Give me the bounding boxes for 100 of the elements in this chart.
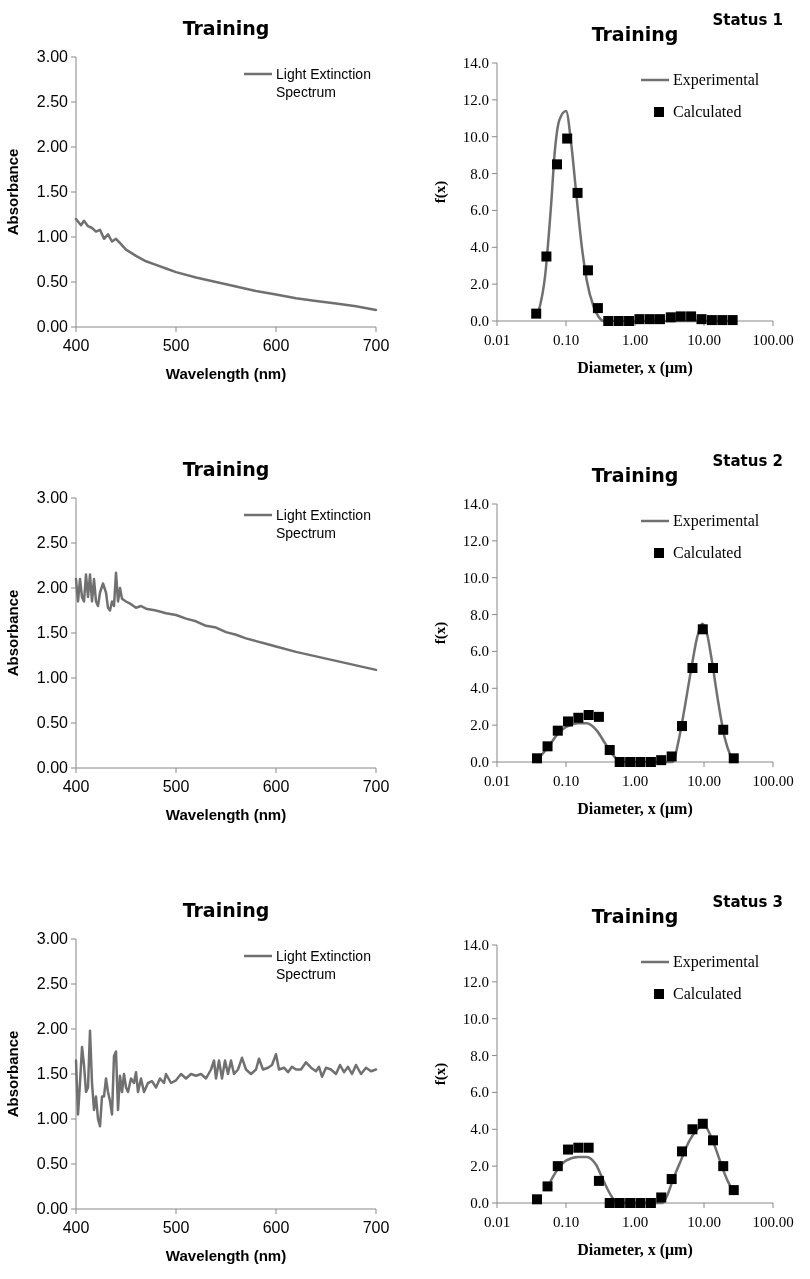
point [635,757,646,767]
line-series [74,571,378,672]
x-axis-title: Wavelength (nm) [165,365,287,382]
y-tick-label: 0.00 [36,318,69,335]
y-tick-label: 8.0 [470,606,489,623]
point [604,1198,615,1208]
legend-label: Experimental [673,71,760,89]
point [634,314,645,325]
point [677,721,688,732]
x-tick-label: 400 [62,337,90,354]
y-tick-label: 1.50 [36,1065,69,1082]
x-axis-title: Wavelength (nm) [165,1247,287,1264]
point [532,753,543,764]
point [563,716,574,727]
x-tick-label: 700 [362,1219,390,1236]
y-tick-label: 14.0 [462,937,489,953]
point [654,314,665,325]
y-tick-label: 1.00 [36,1110,69,1127]
y-tick-label: 0.0 [470,754,489,770]
x-tick-label: 1.00 [621,332,649,348]
legend-label: Experimental [673,953,760,971]
x-tick-label: 10.00 [687,1214,721,1230]
x-tick-label: 400 [62,1219,90,1236]
y-tick-label: 1.50 [36,624,69,641]
point [604,745,615,756]
legend-label: Calculated [673,985,742,1002]
point [727,315,738,326]
y-tick-label: 2.50 [36,93,69,110]
point [624,316,635,326]
y-tick-label: 1.00 [36,228,69,245]
x-tick-label: 600 [262,337,290,354]
y-tick-label: 2.50 [36,975,69,992]
point [707,1135,718,1146]
point [644,314,655,325]
x-tick-label: 0.10 [552,773,580,789]
legend-label: Light Extinction Spectrum [276,66,371,100]
point [614,1198,625,1208]
y-tick-label: 3.00 [36,48,69,65]
y-tick-label: 10.0 [462,128,489,145]
x-tick-label: 600 [262,1219,290,1236]
point [541,251,552,262]
x-axis-title: Diameter, x (μm) [577,1241,693,1259]
point [572,187,583,198]
y-tick-label: 12.0 [462,91,489,108]
y-tick-label: 12.0 [462,973,489,990]
point [656,1192,667,1203]
y-tick-label: 12.0 [462,532,489,549]
y-tick-label: 3.00 [36,489,69,506]
point [706,315,717,326]
point [665,312,676,323]
point [573,712,584,723]
point [707,663,718,674]
y-tick-label: 6.0 [470,1084,489,1101]
point [645,1198,656,1208]
point [542,1181,553,1192]
y-tick-label: 2.00 [36,1020,69,1037]
y-tick-label: 2.0 [470,1158,489,1175]
y-tick-label: 6.0 [470,643,489,660]
x-tick-label: 600 [262,778,290,795]
text: Status 1 [712,11,783,29]
x-tick-label: 700 [362,337,390,354]
x-tick-label: 10.00 [687,332,721,348]
point [563,1144,574,1155]
y-tick-label: 4.0 [470,239,489,256]
point [656,755,667,766]
y-axis-title: f(x) [432,180,449,204]
y-tick-label: 10.0 [462,569,489,586]
x-tick-label: 700 [362,778,390,795]
point [728,753,739,764]
point [532,1194,543,1205]
x-tick-label: 0.01 [483,773,511,789]
chart-title: Training [591,23,679,45]
y-tick-label: 0.0 [470,1195,489,1211]
chart-title: Training [182,17,270,39]
x-axis-title: Diameter, x (μm) [577,359,693,377]
x-axis-title: Diameter, x (μm) [577,800,693,818]
y-tick-label: 4.0 [470,680,489,697]
x-tick-label: 400 [62,778,90,795]
x-tick-label: 1.00 [621,773,649,789]
point [717,315,728,326]
y-tick-label: 8.0 [470,165,489,182]
point [614,757,625,767]
point [728,1185,739,1196]
point [552,1161,563,1172]
point [666,751,677,762]
x-tick-label: 100.00 [752,1214,794,1230]
legend-label: Calculated [673,103,742,120]
y-tick-label: 0.50 [36,714,69,731]
y-axis-title: f(x) [432,621,449,645]
point [593,1175,604,1186]
x-axis-title: Wavelength (nm) [165,806,287,823]
chart-title: Training [182,899,270,921]
y-tick-label: 2.0 [470,276,489,293]
y-tick-label: 0.50 [36,1155,69,1172]
point [687,1124,698,1135]
point [593,711,604,722]
point [686,311,697,322]
point [697,1118,708,1129]
y-tick-label: 3.00 [36,930,69,947]
point [666,1174,677,1185]
